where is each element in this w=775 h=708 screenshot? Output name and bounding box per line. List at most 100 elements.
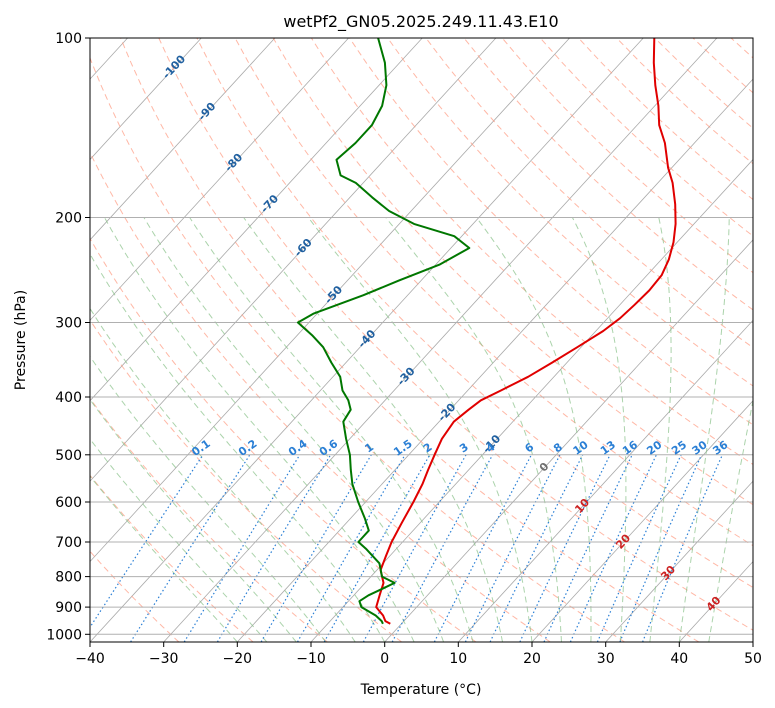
moist-adiabat-line <box>143 217 445 642</box>
dry-adiabat-line <box>90 550 180 642</box>
isotherm-line <box>531 400 753 642</box>
dry-adiabat-line <box>90 397 328 642</box>
mixing-ratio-label: 0.6 <box>317 437 341 459</box>
mixing-ratio-line <box>569 454 657 642</box>
mixing-ratio-line <box>464 454 561 642</box>
dry-adiabat-line <box>769 38 775 642</box>
isotherm-line <box>90 38 276 241</box>
mixing-ratio-line <box>519 454 611 642</box>
isotherm-line <box>90 38 570 563</box>
isotherm-line <box>90 38 497 482</box>
mixing-ratio-label: 3 <box>457 440 471 455</box>
mixing-ratio-line <box>323 454 431 642</box>
dry-adiabat-line <box>196 38 753 589</box>
x-tick-label: 50 <box>744 651 762 667</box>
dry-adiabat-line <box>120 38 700 642</box>
mixing-ratio-label: 0.2 <box>236 437 259 459</box>
dry-adiabat-line <box>90 474 254 642</box>
sounding-series <box>296 38 677 625</box>
dry-adiabat-line <box>692 38 753 94</box>
mixing-ratio-line <box>90 454 204 629</box>
isotherm-line <box>90 38 644 642</box>
dry-adiabat-line <box>310 38 753 466</box>
mixing-ratio-label: 0.4 <box>286 437 310 459</box>
moist-adiabat-line <box>90 355 327 642</box>
x-tick-label: 0 <box>380 651 389 667</box>
mixing-ratio-line <box>130 454 251 642</box>
mixing-ratio-label: 0.1 <box>189 437 212 459</box>
moist-adiabat-line <box>104 217 415 642</box>
moist-adiabat-line <box>571 217 627 642</box>
y-tick-label: 400 <box>55 390 82 406</box>
isotherm-line <box>310 158 753 642</box>
y-axis-label: Pressure (hPa) <box>13 290 29 390</box>
dry-adiabat-line <box>616 38 753 165</box>
mixing-ratio-line <box>296 454 406 642</box>
dry-adiabat-line <box>272 38 753 506</box>
moist-adiabat-line <box>90 253 386 642</box>
plot-frame <box>89 37 754 643</box>
mixing-ratio-line <box>489 454 584 642</box>
dry-adiabat-line <box>90 319 403 642</box>
background-lines <box>90 38 775 642</box>
dry-adiabat-line <box>90 237 477 642</box>
moist-adiabat-line <box>649 217 672 642</box>
y-axis-ticks: 1000 900 800 700 600 500 400 300 200 100 <box>46 31 90 643</box>
x-tick-label: 20 <box>523 651 541 667</box>
isotherm-line <box>90 38 202 161</box>
x-axis-label: Temperature (°C) <box>360 682 482 698</box>
isotherm-line <box>458 319 753 642</box>
x-tick-label: −20 <box>223 651 253 667</box>
mixing-ratio-line <box>260 454 372 642</box>
y-tick-label: 600 <box>55 495 82 511</box>
mixing-ratio-label: 2 <box>421 440 435 455</box>
mixing-ratio-line <box>216 454 332 642</box>
y-tick-label: 900 <box>55 600 82 616</box>
moist-adiabat-line <box>476 217 592 642</box>
moist-adiabat-line <box>189 217 474 642</box>
dry-adiabat-line <box>90 151 551 642</box>
mixing-ratio-line <box>391 454 494 642</box>
dry-adiabat-line <box>539 38 753 237</box>
y-tick-label: 700 <box>55 535 82 551</box>
mixing-ratio-line <box>433 454 532 642</box>
dry-adiabat-line <box>654 38 753 129</box>
isotherm-line <box>163 38 718 642</box>
mixing-ratio-line <box>619 454 703 642</box>
chart-title: wetPf2_GN05.2025.249.11.43.E10 <box>283 12 558 32</box>
x-tick-label: 10 <box>449 651 467 667</box>
moist-adiabat-line <box>385 217 562 642</box>
mixing-ratio-line <box>543 454 633 642</box>
moist-adiabat-line <box>90 438 268 642</box>
dry-adiabat-line <box>158 38 753 631</box>
x-tick-label: 40 <box>670 651 688 667</box>
x-axis-ticks: −40 −30 −20 −10 0 10 20 30 40 50 <box>75 642 762 667</box>
moist-adiabat-line <box>307 217 533 642</box>
isotherm-line <box>384 239 753 642</box>
moist-adiabat-line <box>90 307 356 642</box>
moist-adiabat-line <box>708 398 753 642</box>
moist-adiabat-line <box>243 217 503 642</box>
temperature-line <box>375 38 677 625</box>
y-tick-label: 200 <box>55 211 82 227</box>
isotherm-line <box>679 560 753 642</box>
mixing-ratio-line <box>596 454 682 642</box>
y-tick-label: 800 <box>55 570 82 586</box>
mixing-ratio-label: 6 <box>523 440 537 455</box>
isotherm-line <box>90 38 349 321</box>
pressure-gridlines <box>90 38 753 635</box>
y-tick-label: 500 <box>55 448 82 464</box>
y-tick-label: 300 <box>55 316 82 332</box>
dry-adiabat-line <box>90 56 625 642</box>
mixing-ratio-labels: 0.1 0.2 0.4 0.6 1 1.5 2 3 4 6 8 10 13 16 20 25 30 36 <box>189 437 730 459</box>
isotherm-line <box>752 641 753 642</box>
mixing-ratio-line <box>642 454 723 642</box>
dry-adiabat-line <box>425 38 753 349</box>
dry-adiabat-line <box>578 38 753 201</box>
dewpoint-line <box>296 38 471 625</box>
isotherm-line <box>605 480 753 642</box>
moist-adiabat-line <box>90 475 238 642</box>
x-tick-label: −40 <box>75 651 105 667</box>
